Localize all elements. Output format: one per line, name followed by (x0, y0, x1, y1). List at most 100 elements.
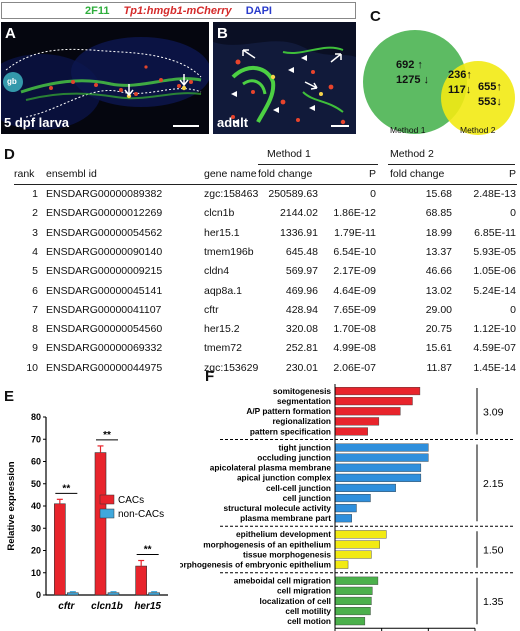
table-cell: 7 (32, 303, 38, 316)
marker-2f11: 2F11 (85, 4, 110, 17)
enrichment-bar (334, 617, 366, 626)
column-header: fold change (258, 168, 313, 180)
y-tick-label: 80 (31, 412, 41, 422)
enrichment-score: 2.15 (483, 478, 504, 490)
table-cell: ENSDARG00000045141 (46, 284, 163, 297)
enrichment-bar (334, 530, 387, 539)
significance-label: ** (62, 483, 70, 494)
down-arrow-icon: ↓ (496, 96, 502, 108)
table-cell: 1 (32, 188, 38, 200)
go-term-label: apical junction complex (237, 473, 331, 483)
panel-c-letter: C (370, 8, 381, 25)
table-cell: clcn1b (204, 207, 235, 220)
method2-group-header: Method 2 (390, 148, 434, 160)
down-arrow-icon: ↓ (465, 84, 472, 96)
table-cell: 4.99E-08 (333, 342, 376, 355)
go-term-label: apicolateral plasma membrane (210, 463, 332, 473)
y-tick-label: 40 (31, 501, 41, 511)
table-cell: 8 (32, 323, 38, 336)
table-cell: 1.86E-12 (333, 207, 376, 220)
enrichment-bar (334, 453, 429, 462)
table-cell: 68.85 (425, 207, 452, 220)
enrichment-score: 1.35 (483, 596, 504, 608)
column-header: rank (14, 168, 35, 180)
table-cell: 0 (510, 207, 516, 220)
go-term-label: tight junction (278, 442, 331, 452)
table-header-rule (14, 184, 517, 185)
go-term-label: pattern specification (250, 426, 331, 436)
enrichment-bar (334, 397, 413, 406)
table-cell: 2.48E-13 (473, 188, 516, 200)
go-term-label: somitogenesis (273, 386, 331, 396)
table-cell: 46.66 (425, 265, 452, 278)
significance-label: ** (144, 545, 152, 556)
venn-method2-circle (441, 61, 515, 135)
table-cell: her15.2 (204, 323, 240, 336)
table-cell: 2 (32, 207, 38, 220)
venn-method2-up: 655 (478, 81, 497, 93)
y-tick-label: 20 (31, 546, 41, 556)
table-cell: 252.81 (285, 342, 318, 355)
go-term-label: localization of cell (260, 596, 331, 606)
venn-overlap-down: 117 (448, 84, 466, 96)
table-cell: aqp8a.1 (204, 284, 242, 297)
column-header: fold change (390, 168, 445, 180)
venn-overlap-up: 236 (448, 69, 467, 81)
y-tick-label: 0 (36, 590, 41, 600)
table-cell: zgc:153629 (204, 361, 259, 374)
y-tick-label: 30 (31, 523, 41, 533)
table-cell: ENSDARG00000041107 (46, 303, 162, 316)
bar (54, 503, 66, 596)
enrichment-bar (334, 504, 357, 513)
enrichment-score: 1.50 (483, 545, 504, 557)
go-term-label: plasma membrane part (240, 513, 331, 523)
table-cell: 1336.91 (280, 226, 318, 239)
table-cell: cldn4 (204, 265, 230, 278)
table-cell: ENSDARG00000069332 (46, 342, 163, 355)
up-arrow-icon: ↑ (466, 69, 472, 81)
table-cell: ENSDARG00000012269 (46, 207, 163, 220)
table-cell: 1.45E-14 (473, 361, 516, 374)
enrichment-bar (334, 550, 372, 559)
legend-label: non-CACs (118, 509, 164, 520)
table-cell: cftr (204, 303, 219, 316)
enrichment-bar (334, 493, 371, 503)
enrichment-bar (334, 596, 372, 606)
go-term-label: cell junction (283, 493, 331, 503)
table-cell: 5.24E-14 (473, 284, 516, 297)
category-label: cftr (58, 601, 75, 612)
table-cell: 320.08 (285, 323, 318, 336)
go-term-label: segmentation (277, 396, 331, 406)
enrichment-bar (334, 427, 368, 436)
venn-method1-down: 1275 (396, 74, 421, 86)
table-cell: 4.64E-09 (333, 284, 376, 297)
venn-diagram (363, 30, 515, 135)
column-header: P (368, 168, 376, 180)
bar (135, 565, 147, 596)
column-header: gene name (204, 168, 257, 180)
go-term-label: cell migration (277, 586, 331, 596)
table-cell: 6 (32, 284, 38, 297)
venn-method2-label: Method 2 (460, 125, 496, 135)
panel-f-letter: F (205, 368, 215, 385)
table-cell: ENSDARG00000089382 (46, 188, 163, 200)
bar (94, 452, 107, 596)
table-cell: 1.12E-10 (473, 323, 516, 336)
panel-b-letter: B (217, 25, 228, 42)
table-cell: tmem72 (204, 342, 242, 355)
up-arrow-icon: ↑ (417, 59, 423, 71)
panel-a-letter: A (5, 25, 16, 42)
go-term-label: tissue morphogenesis (243, 549, 331, 559)
table-cell: 230.01 (285, 361, 318, 374)
panel-a-micrograph: A 5 dpf larva gb (1, 22, 209, 134)
table-cell: 428.94 (285, 303, 318, 316)
table-cell: zgc:158463 (204, 188, 259, 200)
marker-dapi: DAPI (245, 4, 272, 17)
y-tick-label: 70 (31, 434, 41, 444)
enrichment-bar (334, 586, 373, 595)
table-cell: ENSDARG00000009215 (46, 265, 163, 278)
bar (107, 592, 120, 596)
column-header: ensembl id (46, 168, 97, 180)
up-arrow-icon: ↑ (496, 81, 502, 93)
table-cell: 6.54E-10 (333, 245, 376, 258)
